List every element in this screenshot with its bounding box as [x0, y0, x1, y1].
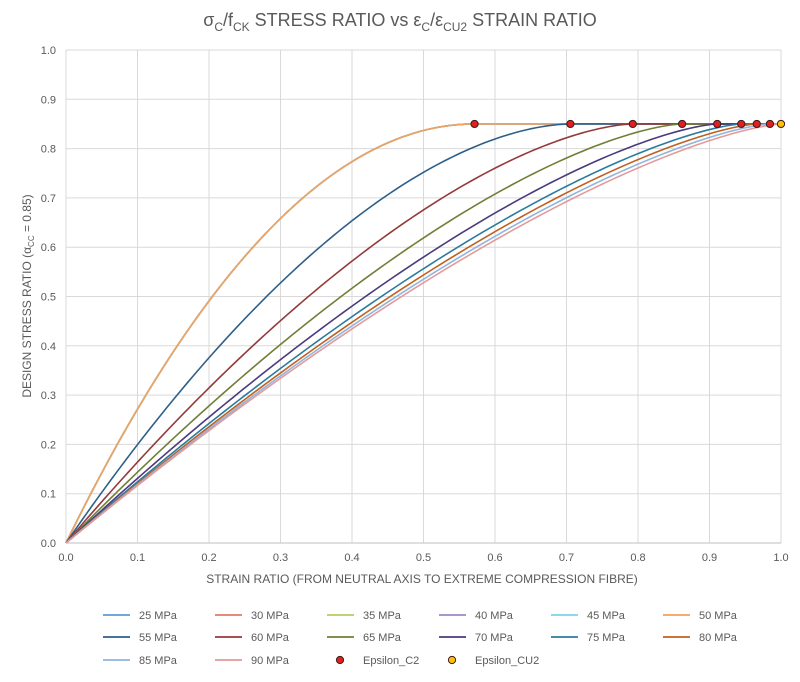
legend-item: Epsilon_CU2 [447, 655, 539, 667]
y-tick-label: 0.8 [41, 144, 56, 156]
y-tick-label: 0.5 [41, 292, 56, 304]
legend-item: 90 MPa [215, 655, 290, 667]
series-line-85-mpa [65, 123, 781, 544]
legend-item: 40 MPa [439, 610, 514, 622]
y-tick-label: 0.4 [41, 341, 56, 353]
y-tick-label: 0.6 [41, 242, 56, 254]
y-tick-label: 0.3 [41, 390, 56, 402]
series-line-60-mpa [65, 123, 781, 544]
series-lines [65, 123, 782, 544]
legend-label: Epsilon_C2 [363, 655, 419, 667]
legend-label: 60 MPa [251, 632, 290, 644]
legend-label: 85 MPa [139, 655, 178, 667]
legend-item: Epsilon_C2 [335, 655, 419, 667]
legend-label: 25 MPa [139, 610, 178, 622]
legend-label: 70 MPa [475, 632, 514, 644]
legend-item: 85 MPa [103, 655, 178, 667]
epsilon-c2-marker [752, 119, 761, 129]
legend-marker-swatch [447, 655, 457, 665]
epsilon-c2-marker [566, 119, 575, 129]
legend-item: 55 MPa [103, 632, 178, 644]
chart-title: σC/fCK STRESS RATIO vs εC/εCU2 STRAIN RA… [203, 10, 597, 34]
x-tick-label: 0.7 [559, 552, 574, 564]
y-tick-label: 0.2 [41, 439, 56, 451]
series-line-70-mpa [65, 123, 781, 544]
series-line-65-mpa [65, 123, 781, 544]
x-axis-ticks: 0.0 0.1 0.2 0.3 0.4 0.5 0.6 0.7 0.8 0.9 1.0 [58, 552, 788, 564]
series-markers [470, 119, 786, 129]
legend-label: 55 MPa [139, 632, 178, 644]
legend-label: 40 MPa [475, 610, 514, 622]
legend-label: 30 MPa [251, 610, 290, 622]
legend-item: 70 MPa [439, 632, 514, 644]
y-tick-label: 0.1 [41, 489, 56, 501]
x-tick-label: 0.2 [201, 552, 216, 564]
series-line-90-mpa [65, 123, 782, 544]
y-tick-label: 0.0 [41, 538, 56, 550]
x-tick-label: 1.0 [773, 552, 788, 564]
legend-label: 90 MPa [251, 655, 290, 667]
legend-item: 60 MPa [215, 632, 290, 644]
series-line-50-mpa [65, 123, 781, 544]
y-axis-ticks: 0.0 0.1 0.2 0.3 0.4 0.5 0.6 0.7 0.8 0.9 1.0 [41, 45, 56, 550]
chart-legend: 25 MPa 30 MPa 35 MPa 40 MPa 45 MPa 50 MPa 55 M… [103, 610, 738, 667]
legend-label: 35 MPa [363, 610, 402, 622]
x-tick-label: 0.6 [487, 552, 502, 564]
legend-item: 80 MPa [663, 632, 738, 644]
x-tick-label: 0.8 [630, 552, 645, 564]
x-tick-label: 0.1 [130, 552, 145, 564]
epsilon-c2-marker [737, 119, 746, 129]
legend-label: 80 MPa [699, 632, 738, 644]
legend-item: 25 MPa [103, 610, 178, 622]
x-axis-label: STRAIN RATIO (FROM NEUTRAL AXIS TO EXTRE… [206, 572, 638, 586]
epsilon-c2-marker [765, 119, 775, 129]
legend-label: 65 MPa [363, 632, 402, 644]
epsilon-c2-marker [470, 119, 479, 129]
legend-label: 45 MPa [587, 610, 626, 622]
legend-item: 30 MPa [215, 610, 290, 622]
x-tick-label: 0.9 [702, 552, 717, 564]
x-tick-label: 0.4 [344, 552, 359, 564]
series-line-80-mpa [65, 123, 781, 544]
legend-label: 50 MPa [699, 610, 738, 622]
gridlines [65, 49, 782, 544]
epsilon-cu2-marker [776, 119, 786, 129]
x-tick-label: 0.0 [58, 552, 73, 564]
x-tick-label: 0.5 [416, 552, 431, 564]
y-tick-label: 0.9 [41, 94, 56, 106]
y-tick-label: 0.7 [41, 193, 56, 205]
legend-label: 75 MPa [587, 632, 626, 644]
series-line-75-mpa [65, 123, 781, 544]
legend-item: 35 MPa [327, 610, 402, 622]
epsilon-c2-marker [678, 119, 687, 129]
epsilon-c2-marker [713, 119, 722, 129]
y-tick-label: 1.0 [41, 45, 56, 57]
x-tick-label: 0.3 [273, 552, 288, 564]
legend-item: 50 MPa [663, 610, 738, 622]
legend-item: 65 MPa [327, 632, 402, 644]
legend-label: Epsilon_CU2 [475, 655, 539, 667]
legend-item: 45 MPa [551, 610, 626, 622]
epsilon-c2-marker [628, 119, 637, 129]
legend-item: 75 MPa [551, 632, 626, 644]
legend-marker-swatch [335, 655, 345, 665]
y-axis-label: DESIGN STRESS RATIO (αCC = 0.85) [20, 194, 36, 397]
series-line-55-mpa [65, 123, 781, 544]
